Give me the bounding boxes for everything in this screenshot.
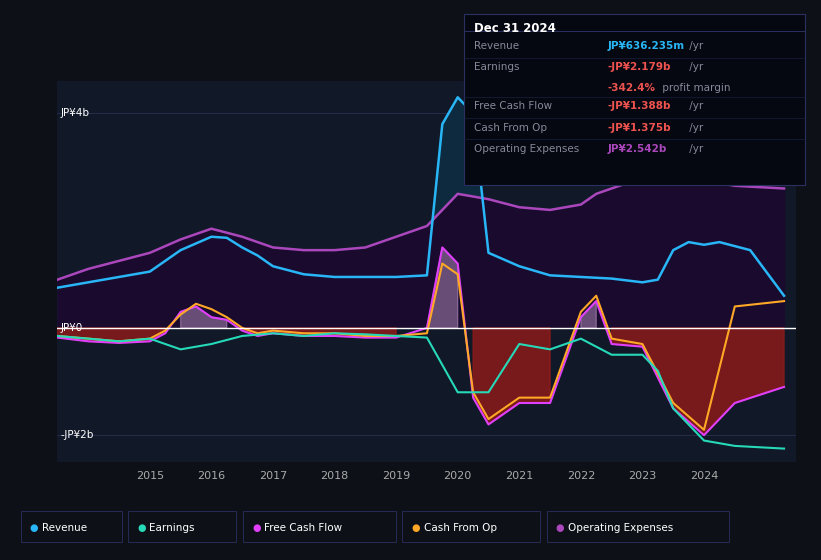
Text: /yr: /yr (686, 62, 703, 72)
Text: -JP¥2b: -JP¥2b (61, 430, 94, 440)
Text: Operating Expenses: Operating Expenses (568, 523, 673, 533)
Text: /yr: /yr (686, 123, 703, 133)
Text: Cash From Op: Cash From Op (474, 123, 547, 133)
Text: Revenue: Revenue (42, 523, 87, 533)
Text: JP¥0: JP¥0 (61, 323, 83, 333)
Text: Earnings: Earnings (474, 62, 519, 72)
Text: /yr: /yr (686, 144, 703, 154)
Text: /yr: /yr (686, 41, 703, 51)
Text: profit margin: profit margin (659, 83, 731, 94)
Text: -342.4%: -342.4% (608, 83, 655, 94)
Text: ●: ● (252, 523, 260, 533)
Text: /yr: /yr (686, 101, 703, 111)
Text: ●: ● (30, 523, 38, 533)
Text: -JP¥1.388b: -JP¥1.388b (608, 101, 671, 111)
Text: ●: ● (411, 523, 420, 533)
Text: JP¥636.235m: JP¥636.235m (608, 41, 685, 51)
Text: Revenue: Revenue (474, 41, 519, 51)
Text: JP¥4b: JP¥4b (61, 109, 89, 118)
Text: ●: ● (556, 523, 564, 533)
Text: Free Cash Flow: Free Cash Flow (474, 101, 552, 111)
Text: Earnings: Earnings (149, 523, 195, 533)
Text: Cash From Op: Cash From Op (424, 523, 497, 533)
Text: -JP¥2.179b: -JP¥2.179b (608, 62, 671, 72)
Text: JP¥2.542b: JP¥2.542b (608, 144, 667, 154)
Text: Dec 31 2024: Dec 31 2024 (474, 22, 556, 35)
Text: Free Cash Flow: Free Cash Flow (264, 523, 342, 533)
Text: Operating Expenses: Operating Expenses (474, 144, 579, 154)
Text: -JP¥1.375b: -JP¥1.375b (608, 123, 671, 133)
Text: ●: ● (137, 523, 145, 533)
